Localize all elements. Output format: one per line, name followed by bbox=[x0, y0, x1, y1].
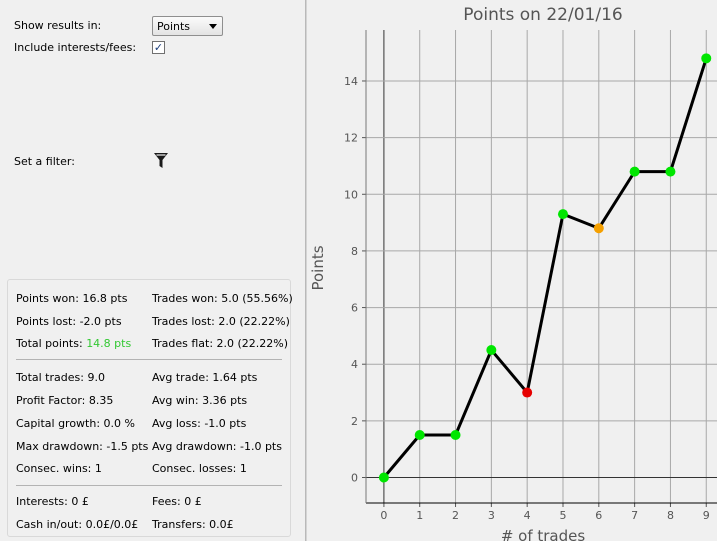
x-tick-label: 1 bbox=[416, 509, 423, 522]
x-tick-label: 7 bbox=[631, 509, 638, 522]
series-points bbox=[378, 53, 712, 483]
x-tick-label: 4 bbox=[524, 509, 531, 522]
checkmark-icon: ✓ bbox=[153, 41, 164, 54]
trades-won: Trades won: 5.0 (55.56%) bbox=[152, 292, 293, 305]
y-tick-label: 8 bbox=[351, 245, 358, 258]
y-tick-label: 12 bbox=[344, 132, 358, 145]
x-tick-label: 0 bbox=[380, 509, 387, 522]
avg-loss: Avg loss: -1.0 pts bbox=[152, 417, 247, 430]
y-tick-label: 6 bbox=[351, 302, 358, 315]
results-unit-select[interactable]: Points bbox=[152, 16, 223, 36]
x-tick-label: 5 bbox=[559, 509, 566, 522]
points-chart: Points on 22/01/16 0 1 2 3 4 5 6 7 8 902468101214… bbox=[309, 5, 717, 541]
total-points-label: Total points: bbox=[16, 337, 83, 350]
series-line bbox=[382, 57, 708, 479]
y-tick-label: 10 bbox=[344, 188, 358, 201]
include-fees-label: Include interests/fees: bbox=[14, 41, 137, 54]
trades-lost: Trades lost: 2.0 (22.22%) bbox=[152, 315, 290, 328]
x-tick-label: 6 bbox=[595, 509, 602, 522]
data-point-win bbox=[701, 53, 712, 64]
trades-flat: Trades flat: 2.0 (22.22%) bbox=[152, 337, 289, 350]
x-tick-label: 8 bbox=[667, 509, 674, 522]
chevron-down-icon bbox=[209, 24, 217, 29]
profit-factor: Profit Factor: 8.35 bbox=[16, 394, 114, 407]
settings-panel: Show results in: Points Include interest… bbox=[0, 0, 305, 541]
stats-divider bbox=[16, 485, 282, 486]
data-point-win bbox=[378, 472, 389, 483]
chart-title: Points on 22/01/16 bbox=[463, 5, 622, 25]
y-tick-label: 2 bbox=[351, 415, 358, 428]
capital-growth: Capital growth: 0.0 % bbox=[16, 417, 135, 430]
x-tick-label: 9 bbox=[703, 509, 710, 522]
total-trades: Total trades: 9.0 bbox=[16, 371, 105, 384]
x-axis-label: # of trades bbox=[501, 527, 586, 541]
include-fees-checkbox[interactable]: ✓ bbox=[152, 41, 165, 54]
avg-win: Avg win: 3.36 pts bbox=[152, 394, 248, 407]
consec-losses: Consec. losses: 1 bbox=[152, 462, 247, 475]
points-won: Points won: 16.8 pts bbox=[16, 292, 128, 305]
max-drawdown: Max drawdown: -1.5 pts bbox=[16, 440, 149, 453]
cash-in-out: Cash in/out: 0.0£/0.0£ bbox=[16, 518, 139, 531]
data-point-win bbox=[629, 166, 640, 177]
y-tick-label: 4 bbox=[351, 358, 358, 371]
grid bbox=[366, 30, 717, 503]
data-point-win bbox=[557, 209, 568, 220]
total-points-value: 14.8 pts bbox=[86, 337, 132, 350]
points-lost: Points lost: -2.0 pts bbox=[16, 315, 122, 328]
filter-icon[interactable] bbox=[153, 152, 169, 170]
y-tick-label: 0 bbox=[351, 472, 358, 485]
filter-label: Set a filter: bbox=[14, 155, 75, 168]
data-point-flat bbox=[593, 223, 604, 234]
stats-divider bbox=[16, 359, 282, 360]
data-point-win bbox=[450, 430, 461, 441]
avg-trade: Avg trade: 1.64 pts bbox=[152, 371, 258, 384]
x-tick-label: 3 bbox=[488, 509, 495, 522]
stats-panel: Points won: 16.8 pts Trades won: 5.0 (55… bbox=[7, 279, 293, 537]
show-results-label: Show results in: bbox=[14, 19, 102, 32]
data-point-win bbox=[486, 345, 497, 356]
panel-splitter[interactable] bbox=[305, 0, 307, 541]
transfers: Transfers: 0.0£ bbox=[152, 518, 234, 531]
results-unit-value: Points bbox=[157, 20, 191, 33]
fees: Fees: 0 £ bbox=[152, 495, 202, 508]
interests: Interests: 0 £ bbox=[16, 495, 89, 508]
y-tick-label: 14 bbox=[344, 75, 358, 88]
avg-drawdown: Avg drawdown: -1.0 pts bbox=[152, 440, 282, 453]
chart-area: Points on 22/01/16 0 1 2 3 4 5 6 7 8 9 0 2 4 6 8 10 12 14… bbox=[307, 0, 717, 541]
data-point-win bbox=[414, 430, 425, 441]
y-axis-label: Points bbox=[309, 245, 327, 290]
data-point-win bbox=[665, 166, 676, 177]
plot-background bbox=[366, 30, 717, 503]
data-point-loss bbox=[522, 387, 533, 398]
x-tick-label: 2 bbox=[452, 509, 459, 522]
total-points: Total points: 14.8 pts bbox=[16, 337, 131, 350]
consec-wins: Consec. wins: 1 bbox=[16, 462, 102, 475]
